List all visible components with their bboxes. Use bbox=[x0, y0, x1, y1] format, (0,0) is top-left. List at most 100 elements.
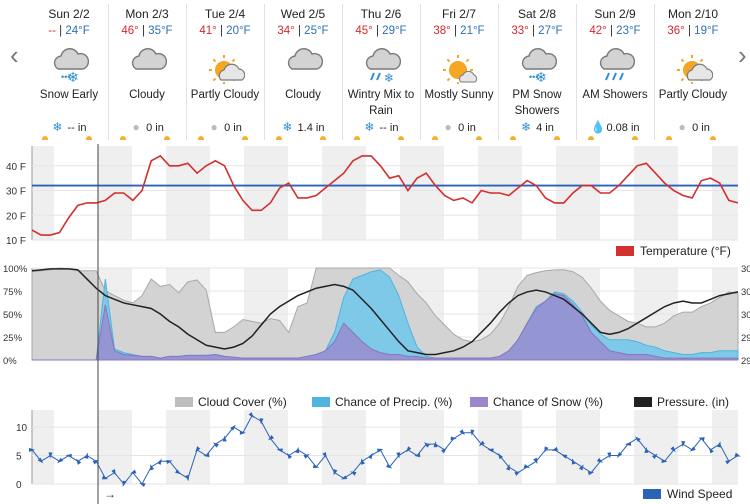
night-band bbox=[712, 410, 738, 484]
legend-label: Chance of Precip. (%) bbox=[335, 395, 452, 409]
day-temps: 34° | 25°F bbox=[277, 25, 329, 37]
wind-arrow bbox=[157, 458, 162, 465]
wind-arrow bbox=[368, 452, 373, 460]
wind-arrow bbox=[222, 435, 227, 442]
wind-arrow bbox=[166, 460, 173, 464]
wind-arrow bbox=[698, 437, 705, 441]
wind-arrow bbox=[248, 412, 255, 418]
wind-arrow bbox=[644, 446, 649, 453]
sun-marker-icon bbox=[354, 136, 360, 140]
drop-icon: ● bbox=[210, 120, 218, 134]
high-temp: 36° bbox=[667, 25, 685, 37]
right-tick-label: 29 bbox=[741, 333, 750, 344]
wind-arrow bbox=[487, 448, 494, 453]
wind-arrow bbox=[303, 454, 310, 459]
wind-arrow bbox=[350, 471, 357, 476]
wind-arrow bbox=[322, 451, 327, 459]
svg-text:•••: ••• bbox=[61, 72, 70, 82]
next-arrow-icon[interactable]: › bbox=[738, 40, 747, 70]
wind-arrow bbox=[689, 446, 696, 452]
snow-chance-area bbox=[32, 293, 739, 361]
sun-marker-icon bbox=[242, 136, 248, 140]
night-band bbox=[634, 146, 678, 240]
wind-arrow bbox=[544, 446, 549, 453]
temperature-legend-label: Temperature (°F) bbox=[640, 244, 731, 258]
wind-arrow bbox=[506, 464, 510, 471]
day-column[interactable]: Sun 2/9 42° | 23°F AM Showers 💧0.08 in bbox=[576, 0, 654, 144]
snowflake-icon: ❄ bbox=[282, 120, 293, 134]
day-column[interactable]: Sun 2/2 -- | 24°F ❄ ••• Snow Early ❄ -- in bbox=[30, 0, 108, 144]
precip-value: 4 in bbox=[536, 122, 554, 134]
night-band bbox=[322, 410, 366, 484]
wind-arrow bbox=[478, 440, 485, 446]
wind-arrow bbox=[587, 471, 595, 476]
precip-amount: ❄ -- in bbox=[30, 120, 108, 134]
wind-arrow bbox=[708, 447, 714, 454]
day-column[interactable]: Sat 2/8 33° | 27°F ❄ ••• PM Snow Showers ❄ 4 i… bbox=[498, 0, 576, 144]
wind-arrow bbox=[29, 447, 35, 452]
wind-arrow bbox=[37, 457, 44, 464]
condition-label: Wintry Mix to Rain bbox=[347, 89, 415, 117]
wind-arrow bbox=[377, 448, 384, 453]
night-band bbox=[634, 410, 678, 484]
snowflake-icon: ❄ bbox=[52, 120, 63, 134]
day-name: Fri 2/7 bbox=[441, 7, 476, 21]
right-tick-label: 29 bbox=[741, 356, 750, 367]
precip-value: 0 in bbox=[458, 122, 476, 134]
wind-legend-swatch bbox=[643, 489, 661, 499]
wind-arrow bbox=[385, 463, 393, 469]
wind-legend-label: Wind Speed bbox=[667, 487, 732, 501]
wind-arrow bbox=[716, 441, 721, 448]
legend-swatch bbox=[470, 397, 488, 407]
day-temps: 33° | 27°F bbox=[511, 25, 563, 37]
svg-text:❄: ❄ bbox=[535, 69, 547, 84]
partly-cloudy-icon bbox=[675, 40, 714, 85]
drop-icon: ● bbox=[132, 120, 140, 134]
night-band bbox=[400, 146, 444, 240]
day-name: Mon 2/10 bbox=[667, 7, 719, 21]
time-arrow-icon: → bbox=[104, 487, 116, 501]
wind-arrow bbox=[57, 457, 64, 464]
condition-label: Cloudy bbox=[285, 89, 321, 101]
day-temps: 41° | 20°F bbox=[199, 25, 251, 37]
y-tick-label: 20 F bbox=[6, 211, 26, 222]
wind-arrow bbox=[661, 459, 668, 464]
wind-arrow bbox=[414, 453, 421, 458]
day-column[interactable]: Mon 2/10 36° | 19°F Partly Cloudy ● 0 in bbox=[654, 0, 732, 144]
sun-marker-icon bbox=[710, 136, 716, 140]
cloud-icon bbox=[285, 40, 324, 84]
wind-arrow bbox=[76, 458, 82, 465]
wind-arrow bbox=[651, 453, 658, 460]
drop-icon: ● bbox=[678, 120, 686, 134]
sun-marker-icon bbox=[164, 136, 170, 140]
day-column[interactable]: Tue 2/4 41° | 20°F Partly Cloudy ● 0 in bbox=[186, 0, 264, 144]
night-band bbox=[32, 410, 54, 484]
day-name: Sun 2/9 bbox=[594, 7, 636, 21]
day-column[interactable]: Mon 2/3 46° | 35°F Cloudy ● 0 in bbox=[108, 0, 186, 144]
sun-marker-icon bbox=[554, 136, 560, 140]
snow-cloud-icon: ❄ ••• bbox=[51, 40, 90, 85]
day-column[interactable]: Wed 2/5 34° | 25°F Cloudy ❄ 1.4 in bbox=[264, 0, 342, 144]
legend-label: Cloud Cover (%) bbox=[198, 395, 287, 409]
precip-value: 0 in bbox=[692, 122, 710, 134]
wind-arrow bbox=[130, 469, 137, 474]
wind-arrow bbox=[450, 436, 457, 441]
previous-arrow-icon[interactable]: ‹ bbox=[10, 40, 19, 70]
day-column[interactable]: Fri 2/7 38° | 21°F Mostly Sunny ● 0 in bbox=[420, 0, 498, 144]
wind-arrow bbox=[616, 451, 623, 458]
wind-arrow bbox=[84, 452, 89, 459]
wind-arrow bbox=[122, 480, 127, 487]
wind-arrow bbox=[333, 469, 338, 476]
condition-label: AM Showers bbox=[582, 89, 648, 101]
right-tick-label: 30 bbox=[741, 287, 750, 298]
y-tick-label: 10 F bbox=[6, 236, 26, 247]
day-temps: -- | 24°F bbox=[48, 25, 90, 37]
wind-arrow bbox=[230, 424, 236, 431]
day-column[interactable]: Thu 2/6 45° | 29°F ❄ Wintry Mix to Rain ❄ -- … bbox=[342, 0, 420, 144]
high-temp: 41° bbox=[199, 25, 217, 37]
night-band bbox=[166, 410, 210, 484]
low-temp: 24°F bbox=[65, 25, 90, 37]
precip-value: 0 in bbox=[146, 122, 164, 134]
rain-cloud-icon bbox=[597, 40, 636, 84]
high-temp: 38° bbox=[433, 25, 451, 37]
